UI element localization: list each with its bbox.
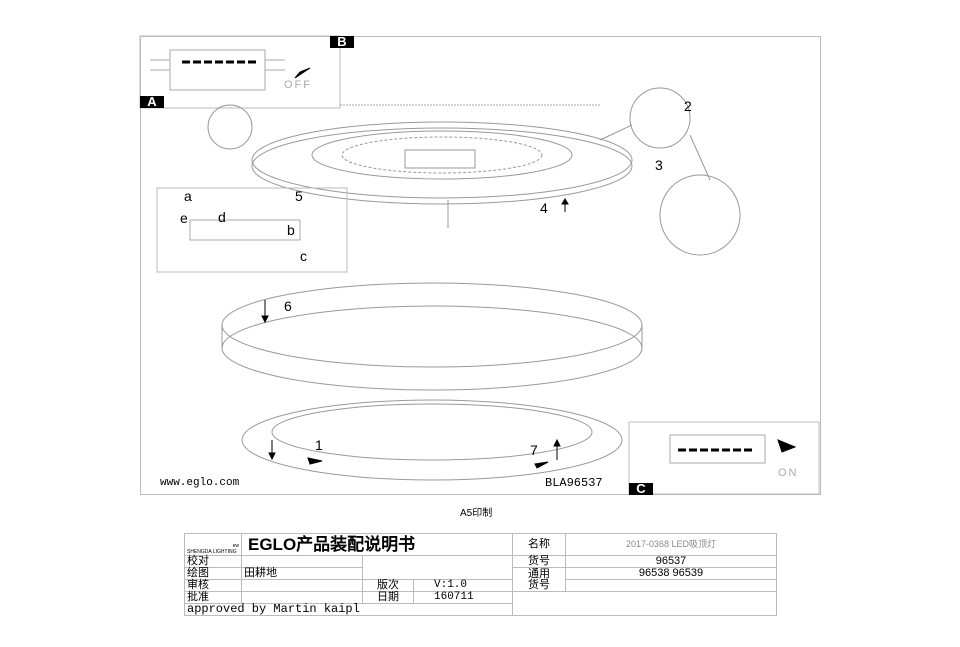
step-6: 6 [284,298,292,314]
detail-e: e [180,210,188,226]
company-logo: ew SHENGDA LIGHTING [184,533,242,556]
detail-a: a [184,188,192,204]
detail-circle-right [659,174,741,256]
drawing-frame [140,36,821,495]
date-label: 日期 [362,591,414,604]
version-value: V:1.0 [413,579,513,592]
drawing-label: 绘图 [184,567,242,580]
doc-title: EGLO产品装配说明书 [241,533,513,556]
print-note: A5印制 [460,508,493,519]
assembly-drawing [139,35,820,495]
name-value: 2017-0368 LED吸顶灯 [565,533,777,556]
step-2: 2 [684,98,692,114]
arrow-icon [294,67,311,79]
title-block: ew SHENGDA LIGHTING EGLO产品装配说明书 名称 2017-0… [184,533,777,616]
terminal-block-icon [150,49,285,91]
item-label: 货号 [512,555,566,568]
inset-label-a: A [140,95,164,108]
item-value: 96537 [565,555,777,568]
switch-off-label: OFF [284,79,312,91]
website: www.eglo.com [160,477,240,489]
detail-b: b [287,222,295,238]
step-1: 1 [315,437,323,453]
step-3: 3 [655,157,663,173]
inset-c-box [628,421,820,495]
common-label: 通用 货号 [512,567,566,592]
version-label: 版次 [362,579,414,592]
step-7: 7 [530,442,538,458]
name-label: 名称 [512,533,566,556]
drawing-value: 田耕地 [241,567,363,580]
inset-5-box [156,187,348,273]
step-5: 5 [295,188,303,204]
inset-label-b: B [330,35,354,48]
drawing-code: BLA96537 [545,476,603,490]
approved-by: approved by Martin kaipl [184,603,513,616]
detail-d: d [218,209,226,225]
step-4: 4 [540,200,548,216]
ceiling-plate [251,121,633,199]
review-label: 审核 [184,579,242,592]
detail-circle-left [207,104,253,150]
inset-label-c: C [629,482,653,495]
switch-on-label: ON [778,467,799,479]
lamp-ring [221,282,643,368]
diffuser [241,399,623,481]
detail-circle-2 [629,87,691,149]
inset-a-box [139,35,341,109]
projection-symbol [362,555,513,580]
date-value: 160711 [413,591,513,604]
detail-c: c [300,248,307,264]
proof-label: 校对 [184,555,242,568]
arrow-icon [777,439,797,453]
common-value: 96538 96539 [565,567,777,580]
